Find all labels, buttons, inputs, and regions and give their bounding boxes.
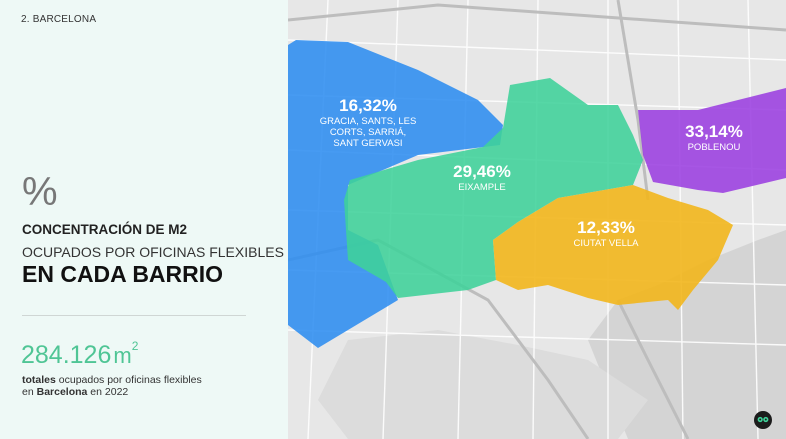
total-description: totales ocupados por oficinas flexibles … — [22, 374, 202, 398]
label-gracia-sants: 16,32% GRACIA, SANTS, LES CORTS, SARRIÁ,… — [318, 96, 418, 149]
value-ciutat-vella: 12,33% — [577, 218, 635, 237]
district-ciutat-vella — [493, 185, 733, 310]
label-eixample: 29,46% EIXAMPLE — [432, 162, 532, 193]
heading-line-2: OCUPADOS POR OFICINAS FLEXIBLES — [22, 244, 284, 260]
label-ciutat-vella: 12,33% CIUTAT VELLA — [556, 218, 656, 249]
name-ciutat-vella: CIUTAT VELLA — [573, 238, 639, 249]
name-eixample: EIXAMPLE — [458, 182, 506, 193]
desc-bold-city: Barcelona — [36, 386, 88, 398]
name-gracia-sants: GRACIA, SANTS, LES CORTS, SARRIÁ, SANT G… — [319, 116, 417, 149]
district-eixample — [344, 78, 643, 298]
total-unit: m — [113, 343, 132, 368]
district-gracia-sants — [288, 40, 503, 348]
info-panel: 2. BARCELONA % CONCENTRACIÓN DE M2 OCUPA… — [0, 0, 288, 439]
label-poblenou: 33,14% POBLENOU — [664, 122, 764, 153]
barcelona-map — [288, 0, 786, 439]
total-value: 284.126 — [21, 341, 112, 369]
heading-line-1: CONCENTRACIÓN DE M2 — [22, 222, 188, 237]
divider — [22, 315, 246, 316]
desc-end: en 2022 — [87, 386, 129, 398]
heading-line-3: EN CADA BARRIO — [22, 261, 224, 287]
desc-bold-totales: totales — [22, 374, 56, 386]
percent-icon: % — [22, 170, 58, 214]
section-label: 2. BARCELONA — [21, 14, 97, 25]
total-area: 284.126m2 — [21, 339, 138, 370]
value-poblenou: 33,14% — [685, 122, 743, 141]
district-poblenou — [638, 88, 786, 193]
total-unit-exponent: 2 — [131, 339, 139, 353]
montjuic-area — [318, 330, 648, 439]
sea-area — [588, 230, 786, 439]
value-gracia-sants: 16,32% — [339, 96, 397, 115]
owl-logo-icon — [754, 411, 772, 429]
value-eixample: 29,46% — [453, 162, 511, 181]
desc-middle: ocupados por oficinas flexibles en — [22, 374, 202, 398]
name-poblenou: POBLENOU — [687, 142, 741, 153]
